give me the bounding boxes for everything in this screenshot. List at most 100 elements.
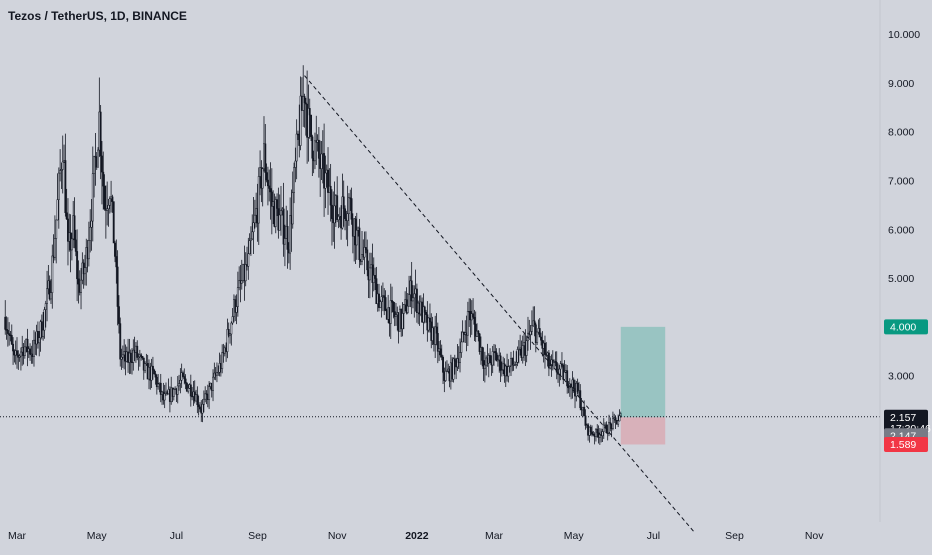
- y-tick-label: 8.000: [888, 127, 914, 139]
- candle: [401, 302, 404, 337]
- candle: [117, 295, 120, 334]
- candle: [84, 254, 86, 286]
- candle-body: [614, 417, 617, 421]
- candle-body: [183, 376, 186, 380]
- candle: [413, 285, 416, 318]
- candle-body: [474, 324, 477, 337]
- candle: [544, 335, 546, 369]
- stop-price-badge: 1.589: [890, 439, 916, 451]
- candle-body: [364, 247, 367, 251]
- candle: [453, 354, 456, 375]
- candle-body: [76, 251, 79, 280]
- candle: [336, 176, 339, 223]
- candle: [423, 305, 426, 324]
- stop-price-badge-bg: [884, 436, 928, 452]
- candle: [215, 362, 218, 383]
- candle: [140, 353, 143, 361]
- candle-body: [18, 355, 21, 358]
- candle: [355, 212, 358, 260]
- candle-body: [251, 231, 254, 240]
- candle-body: [141, 356, 144, 359]
- candle: [120, 348, 123, 370]
- candle-body: [48, 280, 51, 300]
- candle: [614, 415, 617, 430]
- candle: [446, 360, 448, 373]
- candle: [176, 375, 179, 404]
- candle-body: [482, 360, 485, 369]
- candle-body: [50, 292, 52, 300]
- candle-body: [619, 413, 622, 417]
- candle: [264, 123, 267, 187]
- candle: [392, 301, 395, 319]
- candle-body: [576, 382, 579, 393]
- candle: [236, 271, 239, 317]
- candle: [67, 198, 69, 266]
- candle-body: [264, 143, 267, 173]
- candle: [8, 322, 11, 346]
- candle-body: [64, 160, 67, 214]
- candle: [46, 270, 49, 322]
- candle: [482, 347, 485, 381]
- candle-body: [446, 370, 448, 373]
- candle-body: [294, 160, 297, 168]
- candle: [132, 339, 135, 371]
- candle: [4, 300, 7, 335]
- candle-body: [33, 339, 35, 357]
- candle-body: [208, 386, 211, 400]
- candle-body: [38, 337, 41, 344]
- candle: [112, 201, 115, 244]
- candle: [108, 196, 111, 214]
- candle: [33, 330, 35, 367]
- candle-body: [589, 426, 592, 433]
- candle-body: [333, 205, 336, 224]
- candle-body: [189, 384, 192, 397]
- candle-body: [496, 359, 499, 362]
- candle: [99, 105, 102, 180]
- candle: [346, 185, 349, 247]
- candle: [521, 335, 524, 364]
- candle-body: [253, 214, 256, 224]
- candle-body: [584, 415, 587, 426]
- x-tick-label: Nov: [805, 530, 824, 542]
- candle-body: [477, 330, 480, 335]
- candle-body: [422, 306, 425, 323]
- candle-body: [80, 279, 82, 293]
- candle-body: [238, 280, 241, 288]
- candle: [508, 365, 511, 373]
- candle: [536, 331, 539, 346]
- candle: [265, 163, 268, 183]
- candle: [456, 343, 459, 371]
- candle: [202, 390, 205, 413]
- candle-body: [114, 242, 116, 257]
- candle-body: [249, 238, 252, 241]
- candle: [163, 384, 166, 409]
- candle: [598, 428, 601, 445]
- x-tick-label: Sep: [248, 530, 267, 542]
- candle: [197, 395, 200, 416]
- target-price-badge-bg: [884, 319, 928, 335]
- candle-body: [495, 352, 498, 362]
- candle: [342, 180, 345, 227]
- candle-body: [406, 305, 409, 313]
- candle: [269, 162, 272, 220]
- candle: [347, 193, 350, 226]
- candle: [172, 387, 175, 401]
- candle-body: [331, 204, 333, 219]
- candle: [383, 288, 386, 316]
- candle: [515, 351, 518, 369]
- candle: [226, 318, 229, 359]
- candle: [151, 356, 154, 380]
- candle-body: [179, 379, 182, 384]
- candle: [341, 173, 344, 230]
- candle-body: [19, 351, 22, 357]
- candle-body: [43, 309, 46, 331]
- candle: [56, 173, 59, 221]
- candle: [61, 135, 64, 194]
- candle: [70, 232, 73, 261]
- candle-body: [185, 382, 188, 392]
- candle: [427, 317, 430, 333]
- candle: [97, 147, 99, 168]
- candle: [234, 295, 237, 322]
- candle: [178, 374, 180, 391]
- candle: [511, 357, 514, 372]
